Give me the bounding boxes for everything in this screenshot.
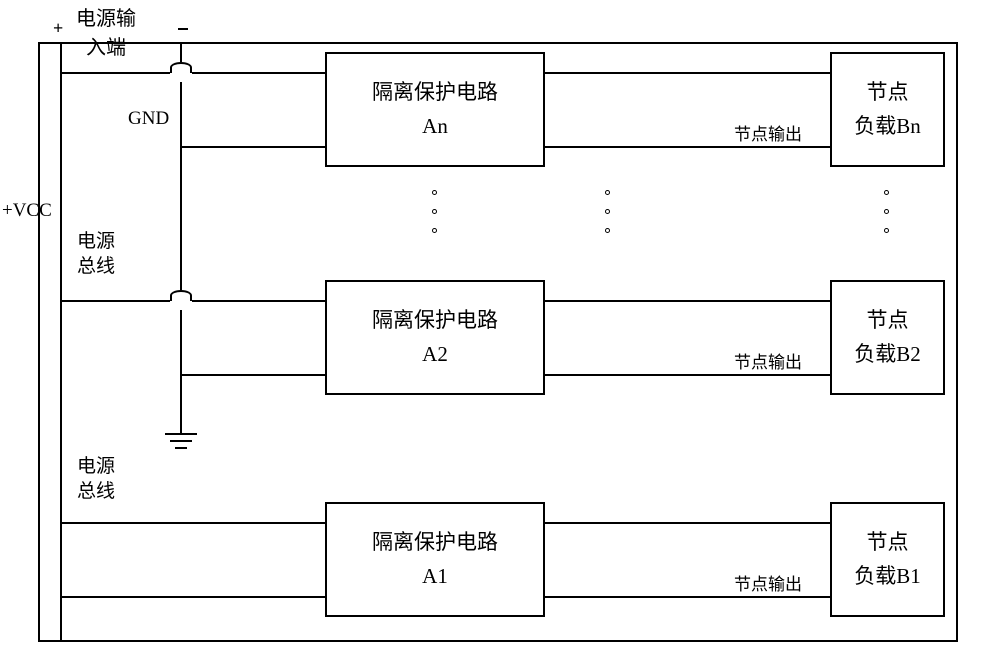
gnd-rail-bottom: [180, 310, 182, 403]
an-out-top: [545, 72, 830, 74]
block-an: 隔离保护电路 An: [325, 52, 545, 167]
block-bn-label: 节点 负载Bn: [854, 76, 921, 143]
a1-out-bot: [545, 596, 830, 598]
an-output-label: 节点输出: [734, 120, 802, 145]
gnd-label: GND: [128, 108, 169, 130]
a2-vcc-line: [62, 300, 170, 302]
plus-sign: +: [53, 18, 63, 39]
input-terminal-label: 电源输 入端: [76, 2, 136, 60]
block-an-label: 隔离保护电路 An: [372, 76, 498, 143]
block-a2-label: 隔离保护电路 A2: [372, 304, 498, 371]
block-a1: 隔离保护电路 A1: [325, 502, 545, 617]
an-out-bot: [545, 146, 830, 148]
dots-mid: [605, 190, 610, 233]
an-vcc-line: [62, 72, 170, 74]
minus-sign: [178, 28, 188, 30]
bus-label-2: 电源 总线: [77, 455, 115, 504]
gnd-rail-top: [180, 42, 182, 62]
block-b2: 节点 负载B2: [830, 280, 945, 395]
a2-vcc-line-2: [192, 300, 325, 302]
gnd-rail-mid: [180, 82, 182, 290]
a1-vcc-line: [62, 522, 325, 524]
block-bn: 节点 负载Bn: [830, 52, 945, 167]
block-b2-label: 节点 负载B2: [854, 304, 921, 371]
a2-gnd-line: [180, 374, 325, 376]
dots-a: [432, 190, 437, 233]
an-gnd-line: [180, 146, 325, 148]
vcc-label: +VCC: [2, 200, 52, 222]
block-b1: 节点 负载B1: [830, 502, 945, 617]
arc-2: [170, 290, 192, 301]
a1-out-top: [545, 522, 830, 524]
a1-output-label: 节点输出: [734, 570, 802, 595]
bus-label-1: 电源 总线: [77, 230, 115, 279]
block-a2: 隔离保护电路 A2: [325, 280, 545, 395]
vcc-rail: [60, 42, 62, 642]
a1-gnd-line: [62, 596, 325, 598]
an-vcc-line-2: [192, 72, 325, 74]
arc-n: [170, 62, 192, 73]
dots-b: [884, 190, 889, 233]
block-a1-label: 隔离保护电路 A1: [372, 526, 498, 593]
block-b1-label: 节点 负载B1: [854, 526, 921, 593]
a2-out-top: [545, 300, 830, 302]
a2-out-bot: [545, 374, 830, 376]
a2-output-label: 节点输出: [734, 348, 802, 373]
